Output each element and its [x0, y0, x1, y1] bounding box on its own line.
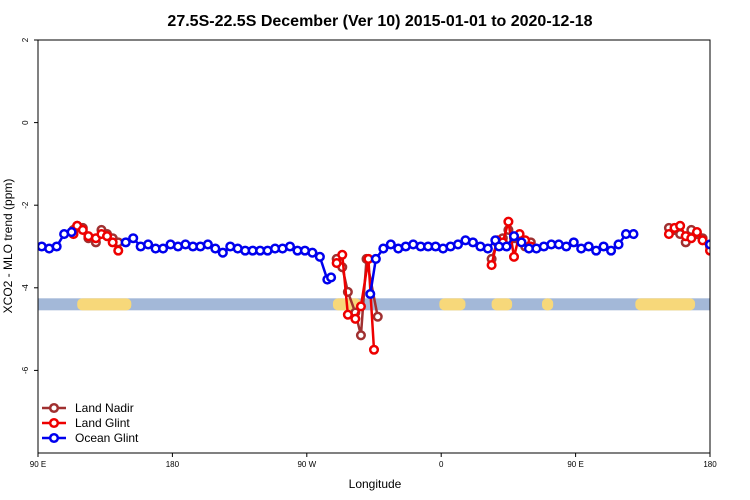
data-point: [486, 260, 497, 271]
data-point: [342, 309, 353, 320]
x-axis: 90 E 180 90 W 0 90 E 180: [30, 453, 717, 469]
legend-label: Land Glint: [75, 416, 130, 430]
x-axis-label: Longitude: [349, 477, 402, 491]
data-point: [729, 245, 737, 253]
data-point: [368, 344, 380, 355]
x-tick-label: 180: [166, 460, 180, 469]
legend-marker: [48, 417, 60, 429]
data-point: [516, 237, 527, 248]
data-point: [326, 272, 337, 283]
data-point: [598, 241, 609, 252]
data-point: [503, 216, 514, 227]
data-point: [210, 243, 221, 254]
data-point: [583, 241, 594, 252]
data-point: [467, 237, 478, 248]
data-point: [628, 229, 639, 240]
ocean-band: [38, 298, 710, 311]
data-point: [675, 220, 686, 231]
x-tick-label: 90 E: [567, 460, 583, 469]
data-point: [508, 231, 520, 242]
y-tick-label: 0: [21, 120, 30, 125]
data-point: [482, 243, 493, 254]
data-point: [202, 239, 213, 250]
data-point: [378, 243, 389, 254]
data-point: [452, 239, 464, 250]
data-point: [568, 237, 579, 248]
data-point: [337, 249, 348, 260]
data-point: [355, 330, 366, 341]
data-point: [686, 233, 697, 244]
data-point: [370, 253, 381, 264]
legend-item: Land Nadir: [42, 401, 134, 415]
data-point: [508, 251, 520, 262]
data-point: [355, 301, 366, 312]
data-point: [501, 241, 512, 252]
data-point: [714, 237, 722, 245]
data-point: [385, 239, 396, 250]
data-point: [51, 241, 62, 252]
legend-marker: [48, 432, 60, 444]
data-point: [372, 311, 383, 322]
data-point: [314, 251, 325, 262]
x-tick-label: 180: [703, 460, 717, 469]
y-tick-label: -6: [21, 366, 30, 374]
data-point: [606, 245, 617, 256]
data-point: [350, 313, 361, 324]
legend-label: Ocean Glint: [75, 431, 139, 445]
chart-title: 27.5S-22.5S December (Ver 10) 2015-01-01…: [167, 13, 592, 30]
data-point: [307, 247, 318, 258]
data-point: [158, 243, 169, 254]
series-land-glint: [68, 216, 710, 355]
y-tick-label: -4: [21, 284, 30, 292]
data-point: [663, 229, 674, 240]
data-point: [217, 247, 228, 258]
data-point: [591, 245, 602, 256]
x-tick-label: 90 E: [30, 460, 46, 469]
land-segment: [635, 298, 696, 311]
data-point: [77, 224, 88, 236]
series-line: [709, 243, 710, 245]
data-point: [704, 239, 710, 250]
legend-marker: [48, 402, 60, 414]
series-ocean-glint: [38, 226, 737, 300]
land-segment: [491, 298, 513, 311]
series-layer: [38, 216, 737, 355]
land-segment: [439, 298, 466, 311]
plot-frame: [37, 39, 711, 454]
y-axis-label: XCO2 - MLO trend (ppm): [1, 179, 15, 314]
data-point: [561, 241, 572, 252]
y-axis: 2 0 -2 -4 -6: [21, 37, 38, 374]
legend-item: Ocean Glint: [42, 431, 139, 445]
data-point: [613, 239, 624, 250]
data-point: [721, 241, 729, 249]
data-point: [113, 245, 124, 256]
y-tick-label: -2: [21, 201, 30, 209]
x-tick-label: 90 W: [297, 460, 316, 469]
land-segment: [542, 298, 554, 311]
data-point: [66, 226, 77, 238]
y-tick-label: 2: [21, 37, 30, 42]
data-point: [691, 226, 702, 238]
data-point: [365, 288, 376, 300]
data-point: [128, 233, 139, 244]
land-ocean-band: [38, 298, 710, 311]
data-point: [107, 237, 118, 248]
legend-item: Land Glint: [42, 416, 130, 430]
x-tick-label: 0: [439, 460, 444, 469]
data-point: [331, 257, 342, 269]
land-segment: [77, 298, 132, 311]
data-point: [697, 235, 708, 246]
data-point: [102, 231, 113, 242]
data-point: [284, 241, 296, 252]
data-point: [120, 237, 131, 248]
legend-label: Land Nadir: [75, 401, 134, 415]
data-point: [143, 239, 154, 250]
